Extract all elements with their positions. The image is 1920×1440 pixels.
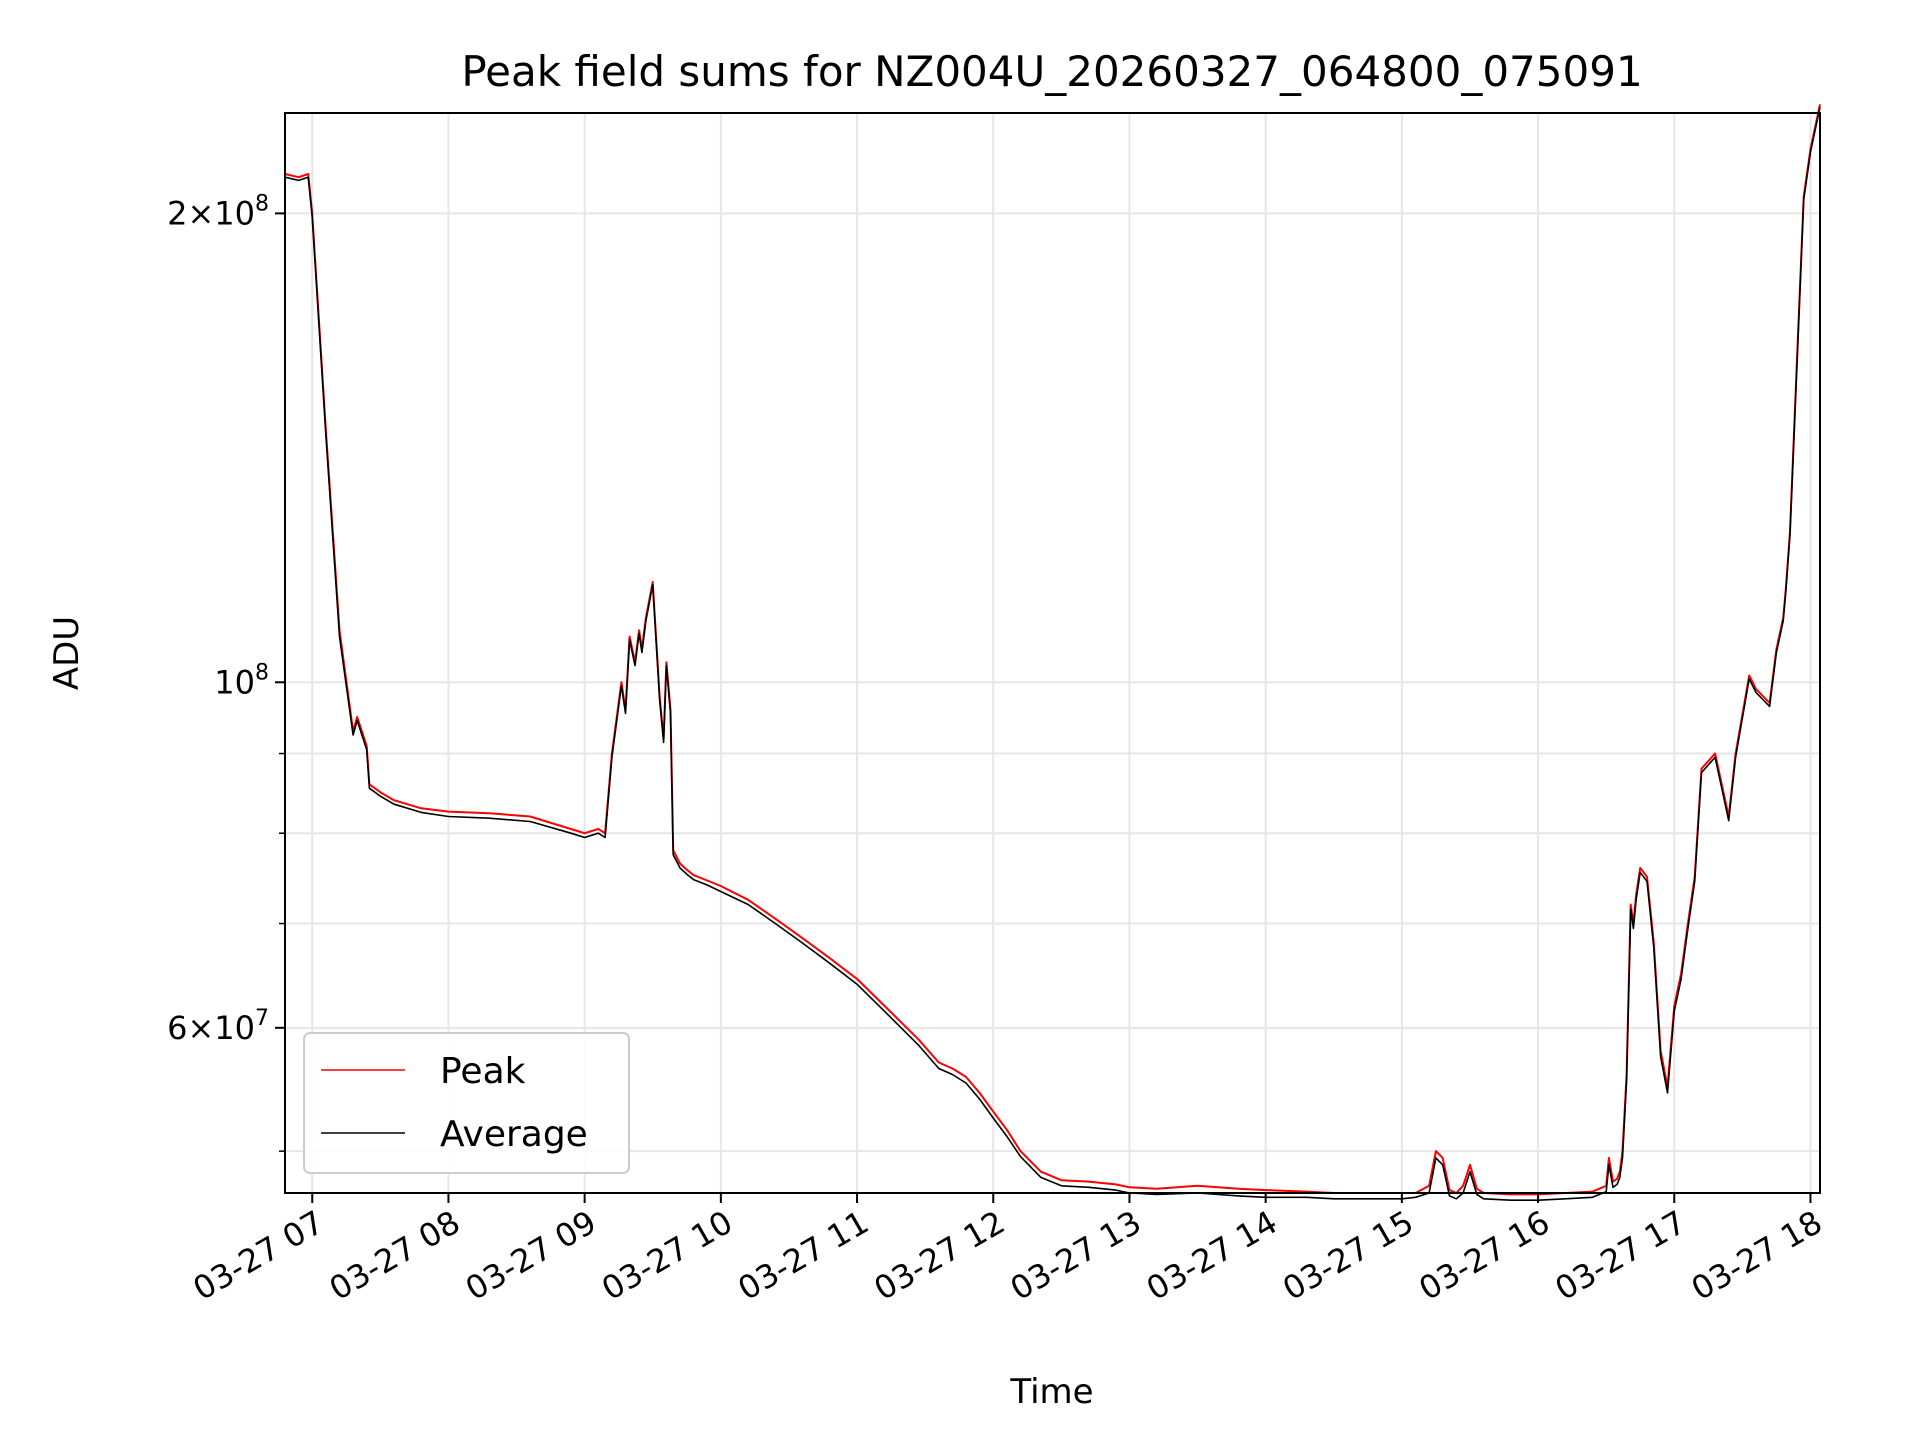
y-tick-base: 10 [214,194,255,232]
y-tick-label: 2×108 [167,191,269,232]
y-tick-label: 108 [214,660,269,701]
y-tick-exponent: 7 [255,1006,269,1031]
y-tick-label: 6×107 [167,1006,269,1047]
legend: Peak Average [303,1032,630,1174]
series-line-average [284,107,1821,1201]
legend-box [303,1032,630,1174]
y-tick-exponent: 8 [255,660,269,685]
y-tick-mantissa: 6× [167,1009,214,1047]
y-axis-label: ADU [47,616,87,690]
chart-title: Peak field sums for NZ004U_20260327_0648… [461,47,1642,96]
legend-label-peak: Peak [440,1051,526,1092]
plot-frame [284,112,1821,1194]
x-axis-label: Time [1009,1372,1093,1412]
series-group [284,104,1821,1201]
y-tick-base: 10 [214,663,255,701]
y-tick-exponent: 8 [255,191,269,216]
y-tick-base: 10 [214,1009,255,1047]
y-tick-mantissa: 2× [167,194,214,232]
legend-label-average: Average [440,1114,588,1155]
